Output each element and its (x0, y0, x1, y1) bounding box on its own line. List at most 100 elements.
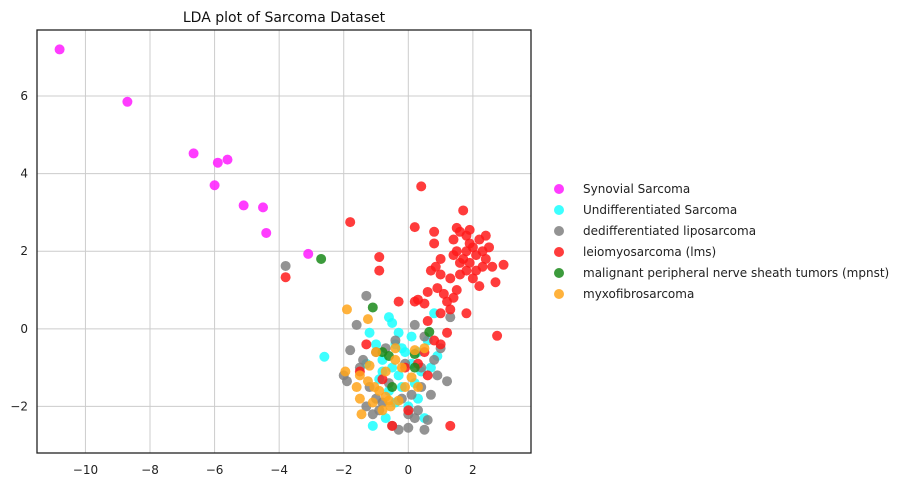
data-point (445, 312, 456, 323)
data-point (209, 180, 220, 191)
legend-marker (554, 226, 564, 236)
data-point (387, 382, 398, 393)
y-tick-label: −2 (10, 399, 28, 413)
data-point (354, 370, 365, 381)
data-point (340, 366, 351, 377)
plot-frame (36, 29, 532, 454)
data-point (487, 261, 498, 272)
data-point (345, 217, 356, 228)
data-point (354, 393, 365, 404)
data-point (464, 257, 475, 268)
legend-marker (554, 247, 564, 257)
data-point (467, 242, 478, 253)
data-point (474, 281, 485, 292)
data-point (490, 277, 501, 288)
data-point (341, 304, 352, 315)
data-point (409, 362, 420, 373)
data-point (409, 319, 420, 330)
data-point (435, 269, 446, 280)
data-point (471, 265, 482, 276)
data-point (261, 227, 272, 238)
data-point (345, 345, 356, 356)
data-point (280, 272, 291, 283)
legend-marker (554, 268, 564, 278)
y-tick-label: 0 (20, 322, 28, 336)
x-tick-label: −4 (270, 463, 288, 477)
data-point (362, 376, 373, 387)
data-point (448, 292, 459, 303)
data-point (448, 250, 459, 261)
data-point (319, 351, 330, 362)
data-point (377, 374, 388, 385)
data-point (393, 296, 404, 307)
data-point (406, 331, 417, 342)
data-point (429, 238, 440, 249)
data-point (222, 154, 233, 165)
x-tick-label: −2 (335, 463, 353, 477)
data-point (54, 44, 65, 55)
data-point (387, 317, 398, 328)
data-point (374, 385, 385, 396)
data-point (492, 330, 503, 341)
data-point (435, 339, 446, 350)
data-point (458, 205, 469, 216)
data-point (371, 339, 382, 350)
x-tick-label: 2 (469, 463, 477, 477)
legend-label: dedifferentiated liposarcoma (583, 224, 756, 238)
data-point (432, 370, 443, 381)
data-point (393, 395, 404, 406)
data-point (454, 257, 465, 268)
data-point (406, 372, 417, 383)
legend-marker (554, 205, 564, 215)
data-point (425, 389, 436, 400)
data-point (424, 326, 435, 337)
data-point (451, 285, 462, 296)
data-point (316, 253, 327, 264)
data-point (393, 370, 404, 381)
data-point (412, 382, 423, 393)
data-point (438, 288, 449, 299)
data-point (425, 362, 436, 373)
data-point (477, 246, 488, 257)
data-point (425, 265, 436, 276)
data-point (445, 304, 456, 315)
x-tick-label: −6 (206, 463, 224, 477)
y-tick-label: 2 (20, 244, 28, 258)
y-tick-label: 4 (20, 167, 28, 181)
data-point (445, 273, 456, 284)
data-point (351, 319, 362, 330)
data-point (464, 224, 475, 235)
legend-marker (554, 289, 564, 299)
data-point (390, 335, 401, 346)
data-point (445, 420, 456, 431)
data-point (303, 248, 314, 259)
data-point (451, 222, 462, 233)
data-point (188, 148, 199, 159)
data-point (122, 96, 133, 107)
data-point (396, 362, 407, 373)
data-point (429, 354, 440, 365)
data-point (403, 422, 414, 433)
data-point (390, 343, 401, 354)
data-point (406, 389, 417, 400)
x-tick-label: 0 (404, 463, 412, 477)
data-point (367, 420, 378, 431)
data-point (238, 200, 249, 211)
data-point (480, 253, 491, 264)
legend-label: Synovial Sarcoma (583, 182, 690, 196)
data-point (422, 415, 433, 426)
data-point (442, 327, 453, 338)
data-point (498, 259, 509, 270)
data-point (356, 409, 367, 420)
data-point (409, 296, 420, 307)
data-point (435, 308, 446, 319)
data-point (364, 327, 375, 338)
data-point (374, 252, 385, 263)
data-point (367, 397, 378, 408)
data-point (461, 308, 472, 319)
data-point (435, 253, 446, 264)
data-point (416, 181, 427, 192)
data-point (403, 405, 414, 416)
legend-label: malignant peripheral nerve sheath tumors… (583, 266, 889, 280)
